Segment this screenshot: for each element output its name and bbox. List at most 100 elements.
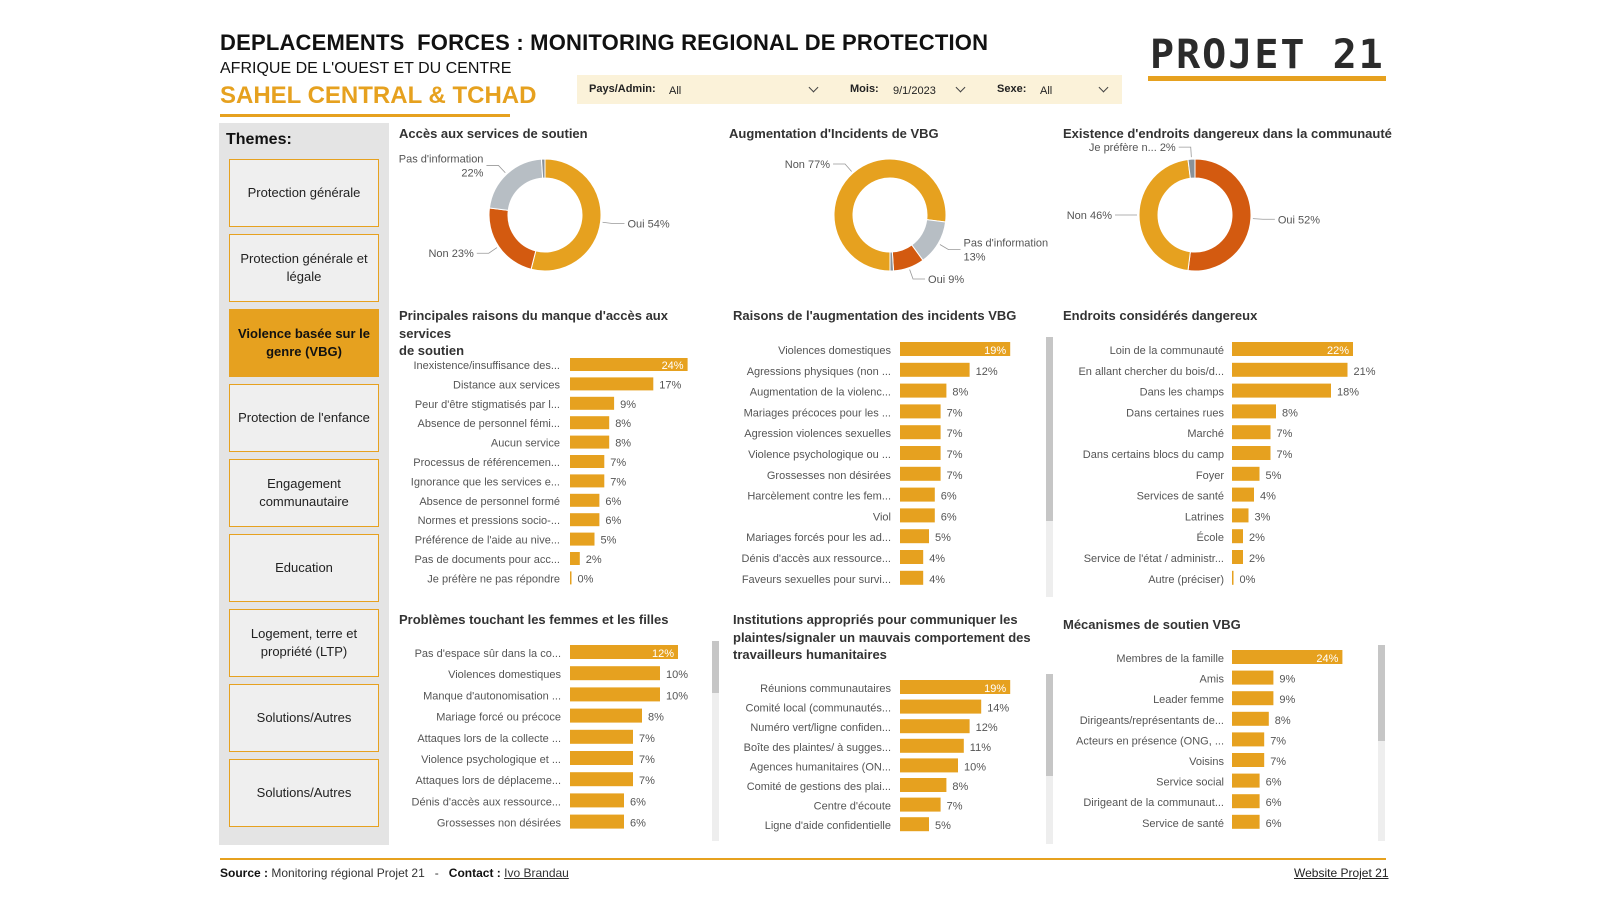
chevron-down-icon[interactable]: [1098, 82, 1109, 93]
bar[interactable]: [900, 817, 929, 832]
donut-slice[interactable]: [488, 207, 537, 270]
bar[interactable]: [1232, 362, 1348, 377]
bar[interactable]: [570, 396, 615, 410]
scrollbar[interactable]: [1378, 645, 1385, 841]
bar[interactable]: [900, 797, 941, 812]
bar[interactable]: [1232, 404, 1276, 419]
donut-slice[interactable]: [1187, 158, 1196, 179]
bar[interactable]: [1232, 550, 1243, 564]
bar[interactable]: [900, 738, 964, 753]
donut-slice[interactable]: [889, 251, 895, 272]
filter-country-value[interactable]: All: [669, 85, 682, 97]
theme-button-solutions-2[interactable]: Solutions/Autres: [229, 759, 379, 827]
bar[interactable]: [570, 513, 600, 527]
bar[interactable]: [1232, 570, 1234, 585]
bar[interactable]: [570, 416, 610, 430]
bar[interactable]: [900, 699, 982, 714]
donut-slice[interactable]: [833, 158, 947, 272]
bar[interactable]: [570, 666, 660, 681]
bar[interactable]: [570, 493, 600, 507]
footer-contact-link[interactable]: Ivo Brandau: [504, 866, 569, 880]
bar[interactable]: [900, 487, 935, 502]
bar[interactable]: [900, 466, 941, 481]
bar[interactable]: [1232, 670, 1274, 685]
bar[interactable]: [1232, 732, 1265, 747]
theme-button-protection-enfance[interactable]: Protection de l'enfance: [229, 384, 379, 452]
bar[interactable]: [900, 529, 929, 544]
filter-month[interactable]: Mois:: [850, 83, 879, 95]
donut-slice[interactable]: [1187, 158, 1252, 272]
chart-title-line: Institutions appropriés pour communiquer…: [733, 612, 1018, 627]
theme-button-solutions-1[interactable]: Solutions/Autres: [229, 684, 379, 752]
bar[interactable]: [570, 645, 678, 659]
filter-sex-value[interactable]: All: [1040, 85, 1053, 97]
bar[interactable]: [900, 719, 970, 734]
bar[interactable]: [570, 474, 605, 488]
bar[interactable]: [1232, 650, 1343, 664]
bar[interactable]: [900, 680, 1011, 694]
theme-button-engagement-communautaire[interactable]: Engagement communautaire: [229, 459, 379, 527]
bar[interactable]: [900, 508, 935, 523]
bar[interactable]: [900, 446, 941, 460]
bar[interactable]: [1232, 508, 1249, 523]
bar[interactable]: [900, 362, 970, 377]
bar[interactable]: [570, 814, 624, 829]
filter-month-value[interactable]: 9/1/2023: [893, 85, 936, 97]
bar[interactable]: [1232, 342, 1353, 356]
donut-slice[interactable]: [488, 158, 544, 211]
scrollbar-thumb[interactable]: [1046, 337, 1053, 521]
bar[interactable]: [900, 550, 924, 564]
bar[interactable]: [570, 571, 572, 585]
filter-sex[interactable]: Sexe:: [997, 83, 1026, 95]
bar[interactable]: [1232, 753, 1265, 767]
bar[interactable]: [900, 425, 941, 440]
bar[interactable]: [1232, 425, 1271, 440]
bar[interactable]: [1232, 814, 1260, 829]
bar[interactable]: [900, 778, 947, 792]
bar[interactable]: [1232, 691, 1274, 706]
bar[interactable]: [1232, 794, 1260, 809]
bar[interactable]: [900, 342, 1011, 356]
bar[interactable]: [1232, 529, 1243, 544]
bar[interactable]: [570, 687, 660, 702]
theme-button-protection-generale-legale[interactable]: Protection générale et légale: [229, 234, 379, 302]
bar-value-label: 19%: [984, 683, 1006, 695]
bar[interactable]: [1232, 487, 1254, 502]
filter-country[interactable]: Pays/Admin:: [589, 83, 656, 95]
bar[interactable]: [900, 758, 958, 773]
bar[interactable]: [570, 377, 654, 391]
donut-slice[interactable]: [540, 158, 546, 179]
bar[interactable]: [1232, 446, 1271, 460]
chevron-down-icon[interactable]: [955, 82, 966, 93]
scrollbar-thumb[interactable]: [1378, 645, 1385, 741]
chevron-down-icon[interactable]: [808, 82, 819, 93]
bar[interactable]: [570, 793, 624, 808]
scrollbar-thumb[interactable]: [1046, 674, 1053, 776]
bar[interactable]: [1232, 773, 1260, 788]
bar[interactable]: [570, 729, 633, 744]
bar-value-label: 7%: [639, 775, 655, 787]
scrollbar-thumb[interactable]: [712, 641, 719, 693]
donut-slice[interactable]: [530, 158, 602, 272]
bar[interactable]: [570, 772, 633, 787]
bar[interactable]: [1232, 383, 1331, 398]
bar[interactable]: [570, 532, 595, 546]
theme-button-vbg[interactable]: Violence basée sur le genre (VBG): [229, 309, 379, 377]
bar[interactable]: [570, 435, 610, 449]
bar[interactable]: [900, 570, 924, 585]
bar[interactable]: [1232, 711, 1269, 726]
bar[interactable]: [900, 404, 941, 419]
website-link[interactable]: Website Projet 21: [1294, 866, 1389, 880]
bar[interactable]: [900, 383, 947, 398]
bar[interactable]: [570, 751, 633, 765]
bar[interactable]: [570, 552, 580, 565]
donut-slice[interactable]: [1138, 158, 1191, 272]
bar[interactable]: [570, 455, 605, 468]
bar[interactable]: [1232, 466, 1260, 481]
bar[interactable]: [570, 708, 642, 723]
bar[interactable]: [570, 358, 688, 371]
scrollbar[interactable]: [712, 641, 719, 841]
theme-button-education[interactable]: Education: [229, 534, 379, 602]
theme-button-logement[interactable]: Logement, terre et propriété (LTP): [229, 609, 379, 677]
theme-button-protection-generale[interactable]: Protection générale: [229, 159, 379, 227]
